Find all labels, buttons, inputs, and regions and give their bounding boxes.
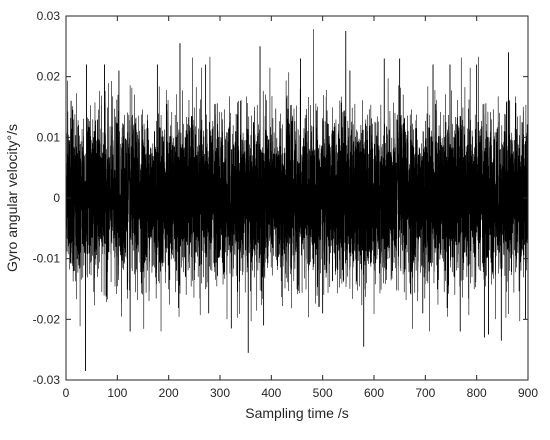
- x-tick-label: 500: [313, 386, 333, 400]
- y-tick-label: 0.01: [37, 130, 61, 144]
- x-tick-label: 800: [467, 386, 487, 400]
- x-tick-label: 200: [159, 386, 179, 400]
- x-tick-label: 100: [107, 386, 127, 400]
- y-tick-label: 0.03: [37, 9, 61, 23]
- x-axis-ticks: 0 100 200 300 400 500 600 700 800 900: [63, 16, 538, 400]
- y-tick-label: -0.03: [33, 373, 61, 387]
- y-tick-label: 0: [53, 191, 60, 205]
- x-tick-label: 400: [261, 386, 281, 400]
- y-tick-label: 0.02: [37, 70, 61, 84]
- x-tick-label: 900: [518, 386, 538, 400]
- signal-series: [65, 29, 529, 371]
- y-axis-ticks: -0.03 -0.02 -0.01 0 0.01 0.02 0.03: [33, 9, 528, 387]
- y-axis-title: Gyro angular velocity°/s: [4, 124, 20, 272]
- x-tick-label: 600: [364, 386, 384, 400]
- x-axis-title: Sampling time /s: [245, 405, 348, 421]
- x-tick-label: 300: [210, 386, 230, 400]
- y-tick-label: -0.02: [33, 312, 61, 326]
- y-tick-label: -0.01: [33, 252, 61, 266]
- x-tick-label: 0: [63, 386, 70, 400]
- x-tick-label: 700: [415, 386, 435, 400]
- series-line: [65, 29, 529, 371]
